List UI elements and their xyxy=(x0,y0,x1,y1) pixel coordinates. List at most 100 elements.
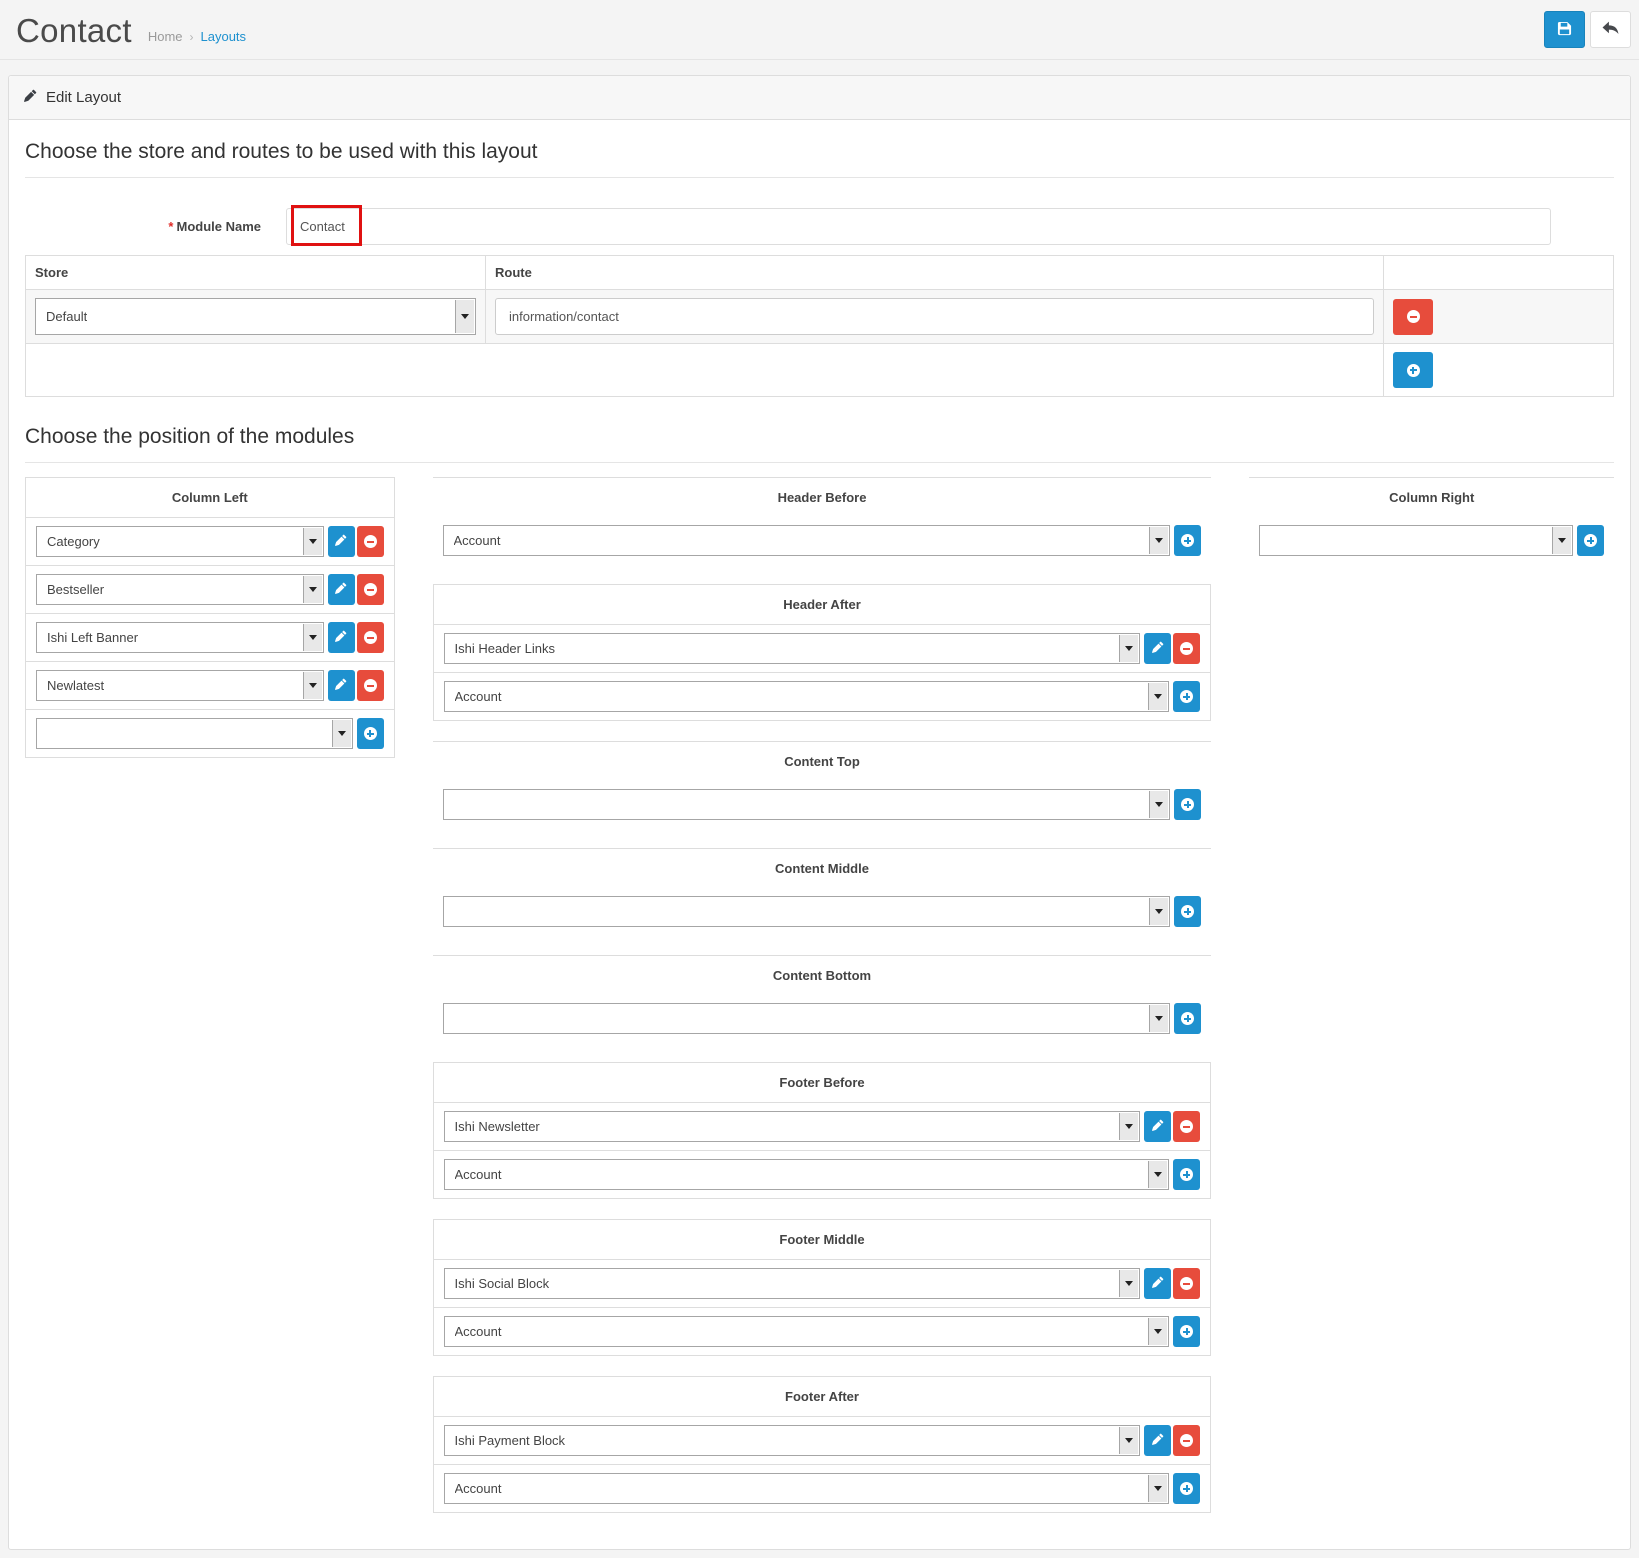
module-select[interactable]: Ishi Social Block xyxy=(443,1268,1141,1299)
chevron-down-icon xyxy=(1119,635,1139,662)
breadcrumb-home[interactable]: Home xyxy=(147,29,183,44)
module-select[interactable] xyxy=(442,1003,1171,1034)
remove-module-button[interactable] xyxy=(356,526,384,557)
pencil-icon xyxy=(1152,1433,1164,1448)
module-select[interactable]: Bestseller xyxy=(36,574,324,605)
remove-module-button[interactable] xyxy=(1173,633,1201,664)
page-title: Contact xyxy=(16,11,132,49)
remove-module-button[interactable] xyxy=(1173,1425,1201,1456)
store-select[interactable]: Default xyxy=(35,298,476,335)
module-select-value: Ishi Social Block xyxy=(454,1276,550,1291)
add-route-button[interactable] xyxy=(1393,352,1433,388)
module-select[interactable]: Account xyxy=(442,525,1171,556)
col-header-route: Route xyxy=(485,255,1384,290)
minus-circle-icon xyxy=(363,535,377,548)
remove-module-button[interactable] xyxy=(1173,1268,1201,1299)
remove-module-button[interactable] xyxy=(1173,1111,1201,1142)
position-title: Column Left xyxy=(26,478,394,518)
module-select[interactable]: Newlatest xyxy=(36,670,324,701)
edit-module-button[interactable] xyxy=(327,622,355,653)
save-button[interactable] xyxy=(1544,11,1585,48)
module-select[interactable] xyxy=(36,718,353,749)
store-routes-heading: Choose the store and routes to be used w… xyxy=(25,140,1614,178)
chevron-down-icon xyxy=(302,672,322,699)
module-select[interactable] xyxy=(442,789,1171,820)
module-select[interactable] xyxy=(442,896,1171,927)
position-title: Footer After xyxy=(433,1377,1211,1417)
minus-circle-icon xyxy=(1406,310,1420,323)
minus-circle-icon xyxy=(1180,1434,1194,1447)
module-select[interactable] xyxy=(1259,525,1573,556)
breadcrumb-layouts[interactable]: Layouts xyxy=(200,29,247,44)
back-button[interactable] xyxy=(1590,11,1631,48)
add-module-button[interactable] xyxy=(1174,525,1202,556)
remove-module-button[interactable] xyxy=(356,574,384,605)
edit-module-button[interactable] xyxy=(327,574,355,605)
remove-route-button[interactable] xyxy=(1393,298,1433,335)
module-row: Ishi Social Block xyxy=(434,1260,1211,1307)
plus-circle-icon xyxy=(1181,1012,1195,1025)
edit-module-button[interactable] xyxy=(1144,1425,1172,1456)
module-select-value: Account xyxy=(454,689,502,704)
module-name-input[interactable] xyxy=(286,208,1551,245)
plus-circle-icon xyxy=(1181,905,1195,918)
breadcrumb-separator-icon: › xyxy=(189,29,194,44)
chevron-down-icon xyxy=(1119,1113,1139,1140)
module-select[interactable]: Account xyxy=(443,1316,1170,1347)
pencil-icon xyxy=(335,678,347,693)
remove-module-button[interactable] xyxy=(356,670,384,701)
position-section: Content Middle xyxy=(432,848,1212,935)
edit-module-button[interactable] xyxy=(327,670,355,701)
plus-circle-icon xyxy=(1180,1168,1194,1181)
minus-circle-icon xyxy=(363,631,377,644)
module-select[interactable]: Account xyxy=(443,1159,1170,1190)
add-module-button[interactable] xyxy=(1174,896,1202,927)
module-select[interactable]: Account xyxy=(443,681,1170,712)
chevron-down-icon xyxy=(1119,1270,1139,1297)
remove-module-button[interactable] xyxy=(356,622,384,653)
back-arrow-icon xyxy=(1602,21,1619,39)
module-row: Ishi Left Banner xyxy=(26,613,394,661)
module-select[interactable]: Ishi Newsletter xyxy=(443,1111,1141,1142)
module-select[interactable]: Ishi Payment Block xyxy=(443,1425,1141,1456)
chevron-down-icon xyxy=(1148,1318,1168,1345)
position-title: Content Middle xyxy=(775,861,869,876)
module-select[interactable]: Ishi Left Banner xyxy=(36,622,324,653)
add-module-button[interactable] xyxy=(1174,789,1202,820)
edit-module-button[interactable] xyxy=(1144,1268,1172,1299)
chevron-down-icon xyxy=(302,528,322,555)
edit-module-button[interactable] xyxy=(1144,1111,1172,1142)
store-route-header-row: Store Route xyxy=(25,255,1614,290)
column-left-container: Column Left Category Bestseller Ishi Lef… xyxy=(25,477,395,778)
add-module-button[interactable] xyxy=(1173,1473,1201,1504)
module-select[interactable]: Category xyxy=(36,526,324,557)
chevron-down-icon xyxy=(1148,1475,1168,1502)
add-module-button[interactable] xyxy=(1174,1003,1202,1034)
add-module-button[interactable] xyxy=(1577,525,1604,556)
position-title: Content Bottom xyxy=(772,968,872,983)
module-row: Category xyxy=(26,518,394,565)
edit-module-button[interactable] xyxy=(327,526,355,557)
position-section: Content Bottom xyxy=(432,955,1212,1042)
module-select[interactable]: Account xyxy=(443,1473,1170,1504)
positions-heading: Choose the position of the modules xyxy=(25,425,1614,463)
module-row: Account xyxy=(433,1307,1211,1355)
add-module-button[interactable] xyxy=(1173,1159,1201,1190)
store-route-table: Store Route Default xyxy=(25,255,1614,397)
add-module-button[interactable] xyxy=(1173,681,1201,712)
plus-circle-icon xyxy=(363,727,377,740)
edit-module-button[interactable] xyxy=(1144,633,1172,664)
panel-heading: Edit Layout xyxy=(9,76,1630,120)
module-row xyxy=(433,781,1212,828)
add-module-button[interactable] xyxy=(1173,1316,1201,1347)
module-row: Account xyxy=(433,672,1211,720)
chevron-down-icon xyxy=(302,576,322,603)
module-select-value: Ishi Header Links xyxy=(454,641,555,656)
store-route-row: Default xyxy=(25,289,1614,344)
route-input[interactable] xyxy=(495,298,1374,335)
chevron-down-icon xyxy=(1149,1005,1169,1032)
module-select-value: Category xyxy=(47,534,100,549)
add-module-button[interactable] xyxy=(356,718,384,749)
module-select[interactable]: Ishi Header Links xyxy=(443,633,1141,664)
position-rows: Ishi Social Block Account xyxy=(433,1260,1211,1355)
